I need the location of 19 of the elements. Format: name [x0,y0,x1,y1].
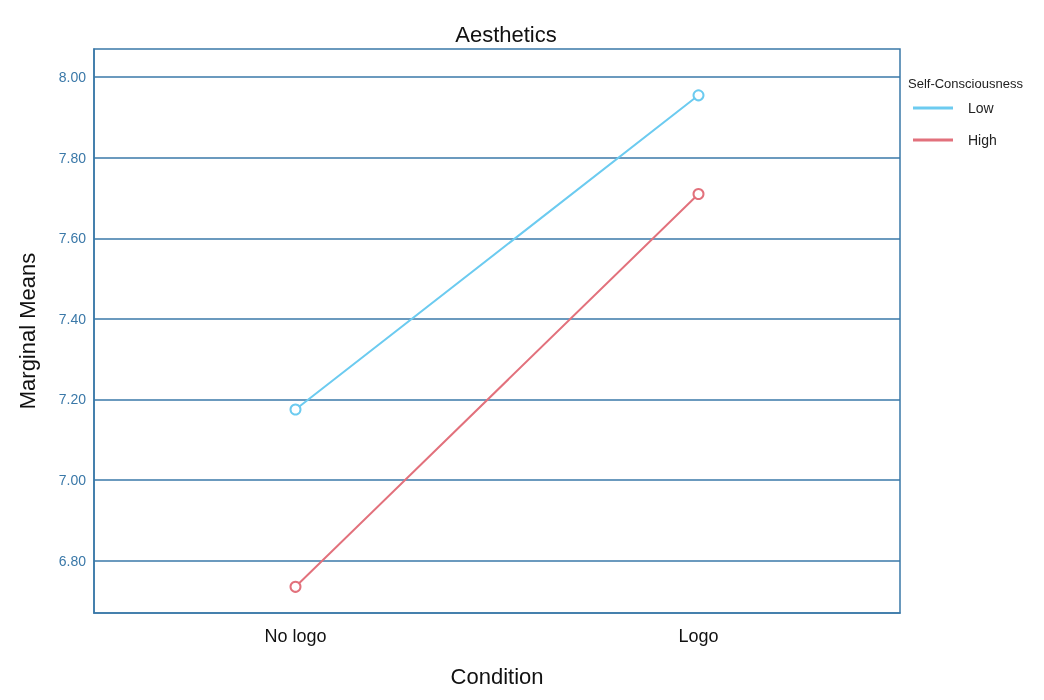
point [692,188,705,201]
y-tick-label: 7.80 [58,149,87,166]
legend-title: Self-Consciousness [908,76,1024,91]
y-tick-label: 7.60 [58,230,87,247]
y-tick-label: 8.00 [58,69,87,86]
y-tick-label: 6.80 [58,552,87,569]
legend-label: Low [968,100,995,116]
legend-label: High [968,132,997,148]
x-axis-title: Condition [450,663,544,689]
point [289,403,302,416]
point [692,89,705,102]
chart-title: Aesthetics [455,21,557,47]
x-tick-label: No logo [264,626,327,646]
y-tick-label: 7.00 [58,472,87,489]
y-tick-label: 7.20 [58,391,87,408]
y-axis-title: Marginal Means [14,252,40,410]
x-tick-label: Logo [678,626,719,646]
y-tick-label: 7.40 [58,310,87,327]
point [289,580,302,593]
